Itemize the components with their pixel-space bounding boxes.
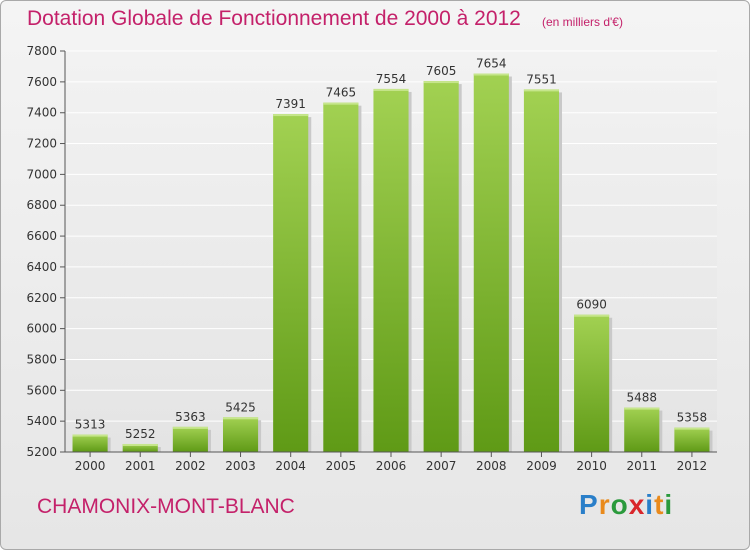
y-tick-label: 6600 bbox=[26, 229, 57, 243]
bar-2008 bbox=[473, 73, 509, 452]
x-tick-label-2004: 2004 bbox=[275, 459, 306, 473]
x-tick-label-2008: 2008 bbox=[476, 459, 507, 473]
logo-letter: i bbox=[645, 489, 655, 520]
bar-highlight bbox=[222, 417, 259, 420]
value-label-2011: 5488 bbox=[626, 391, 657, 405]
x-tick-label-2012: 2012 bbox=[677, 459, 708, 473]
bar-2007 bbox=[423, 81, 459, 452]
value-label-2004: 7391 bbox=[275, 97, 306, 111]
logo-letter: i bbox=[664, 489, 674, 520]
bar-2001 bbox=[122, 443, 158, 452]
bar-highlight bbox=[323, 102, 359, 105]
logo-letter: o bbox=[610, 489, 629, 520]
bar-highlight bbox=[523, 89, 560, 92]
y-axis: 5200 5400 5600 5800 6000 6200 6400 6600 6800 7000… bbox=[26, 44, 66, 459]
proxiti-logo: Proxiti bbox=[579, 489, 673, 521]
x-tick-label-2001: 2001 bbox=[125, 459, 156, 473]
y-tick-label: 6000 bbox=[26, 322, 57, 336]
bar-highlight bbox=[473, 73, 509, 76]
value-label-2008: 7654 bbox=[476, 57, 507, 71]
x-tick-label-2003: 2003 bbox=[225, 459, 256, 473]
y-tick-label: 7400 bbox=[26, 106, 57, 120]
x-tick-label-2010: 2010 bbox=[576, 459, 607, 473]
value-label-2005: 7465 bbox=[326, 86, 357, 100]
x-axis: 2000 2001 2002 2003 2004 2005 2006 2007 2008 2009… bbox=[65, 451, 717, 473]
bar-highlight bbox=[423, 81, 459, 84]
logo-letter: x bbox=[628, 489, 646, 520]
bar-2005 bbox=[323, 102, 359, 453]
chart-subtitle: (en milliers d'€) bbox=[542, 15, 623, 29]
bar-highlight bbox=[624, 407, 660, 410]
value-label-2009: 7551 bbox=[526, 72, 557, 86]
value-label-2003: 5425 bbox=[225, 400, 256, 414]
logo-letters: Proxiti bbox=[579, 489, 673, 520]
bar-2003 bbox=[222, 417, 259, 452]
commune-name: CHAMONIX-MONT-BLANC bbox=[37, 495, 295, 518]
x-tick-label-2009: 2009 bbox=[526, 459, 557, 473]
bar-2002 bbox=[172, 426, 208, 452]
bar-highlight bbox=[273, 114, 309, 117]
y-tick-label: 7000 bbox=[26, 167, 57, 181]
y-tick-label: 7600 bbox=[26, 75, 57, 89]
value-label-2012: 5358 bbox=[677, 411, 708, 425]
x-tick-label-2007: 2007 bbox=[426, 459, 457, 473]
x-tick-label-2011: 2011 bbox=[626, 459, 657, 473]
x-tick-label-2005: 2005 bbox=[326, 459, 357, 473]
value-label-2010: 6090 bbox=[576, 298, 607, 312]
y-tick-label: 6800 bbox=[26, 198, 57, 212]
y-tick-label: 6400 bbox=[26, 260, 57, 274]
x-tick-label-2000: 2000 bbox=[75, 459, 106, 473]
bar-2009 bbox=[523, 89, 560, 452]
bar-highlight bbox=[373, 88, 409, 91]
bar-2004 bbox=[273, 114, 309, 452]
value-label-2006: 7554 bbox=[376, 72, 407, 86]
value-label-2000: 5313 bbox=[75, 418, 106, 432]
bar-highlight bbox=[674, 427, 710, 430]
bar-highlight bbox=[574, 314, 610, 317]
bar-highlight bbox=[122, 443, 158, 446]
value-label-2001: 5252 bbox=[125, 427, 156, 441]
bar-2010 bbox=[574, 314, 610, 452]
bar-2000 bbox=[72, 434, 108, 452]
bar-2012 bbox=[674, 427, 710, 452]
chart-title: Dotation Globale de Fonctionnement de 20… bbox=[27, 7, 521, 30]
bar-highlight bbox=[172, 426, 208, 429]
y-tick-label: 5600 bbox=[26, 383, 57, 397]
logo-letter: t bbox=[654, 489, 665, 520]
bar-2006 bbox=[373, 88, 409, 453]
logo-letter: P bbox=[579, 489, 599, 520]
x-tick-label-2002: 2002 bbox=[175, 459, 206, 473]
y-tick-label: 5200 bbox=[26, 445, 57, 459]
bar-2011 bbox=[624, 407, 660, 452]
x-tick-label-2006: 2006 bbox=[376, 459, 407, 473]
bar-highlight bbox=[72, 434, 108, 437]
y-tick-label: 5400 bbox=[26, 414, 57, 428]
value-label-2002: 5363 bbox=[175, 410, 206, 424]
logo-letter: r bbox=[598, 489, 611, 520]
y-tick-label: 7800 bbox=[26, 44, 57, 58]
value-labels: 5313 5252 5363 5425 7391 7465 7554 7605 7654 7551… bbox=[75, 57, 707, 441]
value-label-2007: 7605 bbox=[426, 64, 457, 78]
y-tick-label: 7200 bbox=[26, 137, 57, 151]
bars bbox=[72, 73, 713, 453]
y-tick-label: 5800 bbox=[26, 352, 57, 366]
y-tick-label: 6200 bbox=[26, 291, 57, 305]
